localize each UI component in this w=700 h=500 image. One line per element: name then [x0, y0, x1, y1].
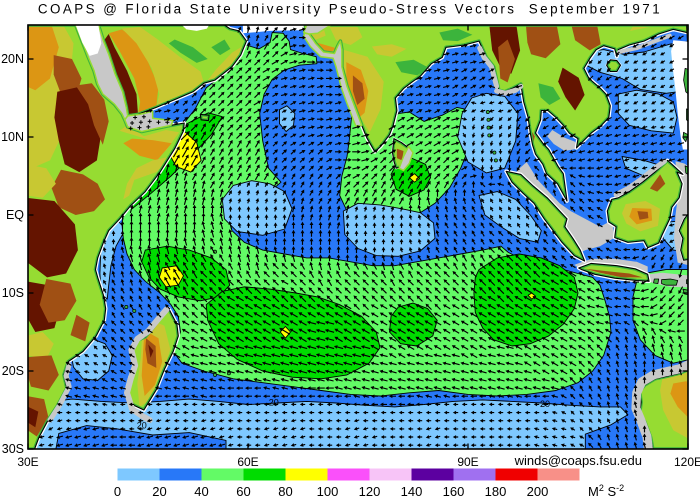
svg-text:30S: 30S	[2, 442, 24, 456]
svg-text:20: 20	[269, 397, 279, 407]
svg-text:200: 200	[527, 484, 549, 499]
svg-text:20N: 20N	[1, 52, 24, 66]
svg-text:140: 140	[401, 484, 423, 499]
svg-text:120: 120	[359, 484, 381, 499]
svg-text:60: 60	[236, 484, 250, 499]
svg-text:40: 40	[194, 484, 208, 499]
svg-text:30E: 30E	[17, 455, 38, 469]
svg-text:20: 20	[137, 421, 147, 431]
svg-text:80: 80	[278, 484, 292, 499]
svg-text:90E: 90E	[457, 455, 478, 469]
svg-text:10N: 10N	[1, 130, 24, 144]
svg-text:160: 160	[443, 484, 465, 499]
svg-text:0: 0	[114, 484, 121, 499]
svg-text:M2 S-2: M2 S-2	[588, 483, 624, 499]
svg-text:100: 100	[317, 484, 339, 499]
svg-text:120E: 120E	[674, 455, 700, 469]
svg-text:20S: 20S	[2, 364, 24, 378]
svg-text:20: 20	[152, 484, 166, 499]
svg-text:EQ: EQ	[6, 208, 24, 222]
svg-text:60E: 60E	[237, 455, 258, 469]
svg-text:10S: 10S	[2, 286, 24, 300]
svg-text:winds@coaps.fsu.edu: winds@coaps.fsu.edu	[514, 453, 642, 468]
svg-text:180: 180	[485, 484, 507, 499]
svg-text:COAPS @ Florida State Universi: COAPS @ Florida State University Pseudo-…	[38, 1, 662, 16]
